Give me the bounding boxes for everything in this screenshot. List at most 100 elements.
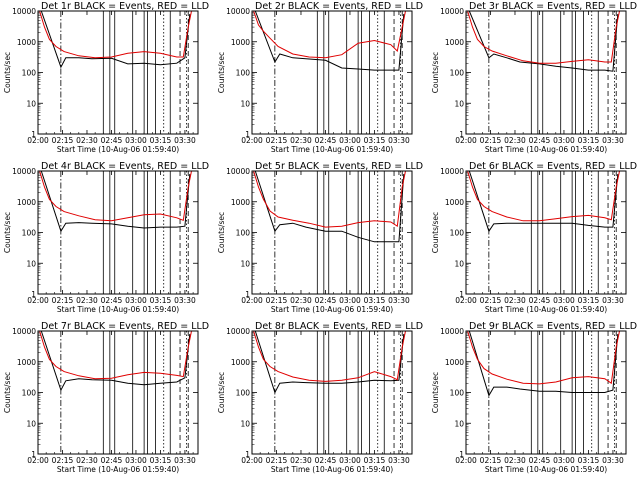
panel-title: Det 3r BLACK = Events, RED = LLD (469, 1, 637, 12)
x-tick-label: 02:00 (241, 136, 263, 145)
x-tick-label: 02:15 (52, 296, 74, 305)
y-tick-label: 1 (245, 290, 250, 299)
series-line-lld (39, 171, 192, 222)
x-tick-label: 03:30 (602, 136, 624, 145)
y-axis-label: Counts/sec (3, 372, 12, 413)
y-tick-label: 10000 (440, 327, 464, 336)
panel-title: Det 6r BLACK = Events, RED = LLD (469, 161, 637, 172)
x-tick-label: 03:00 (125, 296, 147, 305)
x-tick-label: 02:30 (504, 456, 526, 465)
x-tick-label: 02:45 (315, 136, 337, 145)
x-tick-label: 02:00 (455, 456, 477, 465)
x-tick-label: 03:00 (339, 296, 361, 305)
y-tick-label: 10000 (226, 327, 250, 336)
y-tick-label: 10000 (12, 7, 36, 16)
x-tick-label: 02:45 (529, 136, 551, 145)
plot-frame (251, 170, 413, 295)
x-tick-label: 02:45 (315, 456, 337, 465)
y-axis-label: Counts/sec (217, 212, 226, 253)
series-line-events (468, 331, 619, 397)
series-line-events (468, 11, 619, 72)
x-tick-label: 03:30 (388, 296, 410, 305)
y-axis-label: Counts/sec (3, 52, 12, 93)
plot-frame (251, 10, 413, 135)
x-tick-label: 03:15 (364, 136, 386, 145)
series-line-lld (39, 331, 192, 380)
plot-frame (465, 330, 627, 455)
detector-panel-6: Det 6r BLACK = Events, RED = LLD 02:00 02:… (431, 161, 637, 314)
x-tick-label: 02:15 (480, 296, 502, 305)
y-tick-label: 100 (22, 69, 37, 78)
series-line-lld (253, 171, 406, 228)
x-tick-label: 03:00 (553, 136, 575, 145)
x-tick-label: 02:45 (315, 296, 337, 305)
y-tick-label: 1 (31, 130, 36, 139)
plot-frame (251, 330, 413, 455)
x-tick-label: 03:30 (388, 136, 410, 145)
y-tick-label: 10 (240, 419, 250, 428)
x-tick-label: 02:30 (76, 456, 98, 465)
x-tick-label: 02:00 (241, 456, 263, 465)
y-tick-label: 1 (459, 290, 464, 299)
y-tick-label: 1 (31, 450, 36, 459)
plot-frame (37, 330, 199, 455)
panel-title: Det 1r BLACK = Events, RED = LLD (41, 1, 209, 12)
x-axis-label: Start Time (10-Aug-06 01:59:40) (271, 145, 393, 154)
y-tick-label: 10 (26, 259, 36, 268)
x-tick-label: 03:15 (578, 456, 600, 465)
y-tick-label: 10 (454, 419, 464, 428)
series-line-events (40, 11, 191, 69)
panel-title: Det 4r BLACK = Events, RED = LLD (41, 161, 209, 172)
x-tick-label: 02:00 (455, 296, 477, 305)
y-tick-label: 1 (459, 130, 464, 139)
y-tick-label: 10 (26, 99, 36, 108)
y-tick-label: 10000 (12, 327, 36, 336)
y-tick-label: 1000 (445, 198, 464, 207)
x-tick-label: 02:45 (529, 456, 551, 465)
x-tick-label: 03:30 (174, 136, 196, 145)
y-tick-label: 10000 (440, 167, 464, 176)
y-tick-label: 1000 (231, 358, 250, 367)
x-tick-label: 02:15 (52, 456, 74, 465)
x-axis-label: Start Time (10-Aug-06 01:59:40) (57, 465, 179, 474)
y-tick-label: 1 (459, 450, 464, 459)
y-tick-label: 1000 (231, 198, 250, 207)
y-tick-label: 100 (236, 389, 251, 398)
x-axis-label: Start Time (10-Aug-06 01:59:40) (485, 465, 607, 474)
y-tick-label: 10 (454, 259, 464, 268)
x-tick-label: 03:15 (578, 296, 600, 305)
x-tick-label: 02:15 (266, 456, 288, 465)
x-tick-label: 03:00 (553, 456, 575, 465)
x-tick-label: 02:15 (266, 136, 288, 145)
y-tick-label: 100 (22, 229, 37, 238)
x-tick-label: 03:00 (125, 456, 147, 465)
series-line-events (468, 171, 619, 233)
x-axis-label: Start Time (10-Aug-06 01:59:40) (485, 305, 607, 314)
panel-title: Det 2r BLACK = Events, RED = LLD (255, 1, 423, 12)
y-tick-label: 100 (236, 229, 251, 238)
x-tick-label: 02:00 (241, 296, 263, 305)
x-tick-label: 03:00 (339, 456, 361, 465)
series-line-events (254, 171, 405, 243)
series-line-lld (253, 331, 406, 382)
series-line-events (254, 11, 405, 71)
y-axis-label: Counts/sec (431, 52, 440, 93)
y-tick-label: 100 (22, 389, 37, 398)
x-tick-label: 03:30 (602, 456, 624, 465)
series-line-events (40, 171, 191, 233)
y-tick-label: 1000 (445, 38, 464, 47)
x-tick-label: 02:15 (480, 456, 502, 465)
x-axis-label: Start Time (10-Aug-06 01:59:40) (271, 305, 393, 314)
x-tick-label: 02:30 (290, 456, 312, 465)
x-tick-label: 03:30 (602, 296, 624, 305)
plot-frame (37, 170, 199, 295)
y-axis-label: Counts/sec (431, 372, 440, 413)
panel-title: Det 8r BLACK = Events, RED = LLD (255, 321, 423, 332)
y-tick-label: 10000 (12, 167, 36, 176)
y-tick-label: 1000 (445, 358, 464, 367)
